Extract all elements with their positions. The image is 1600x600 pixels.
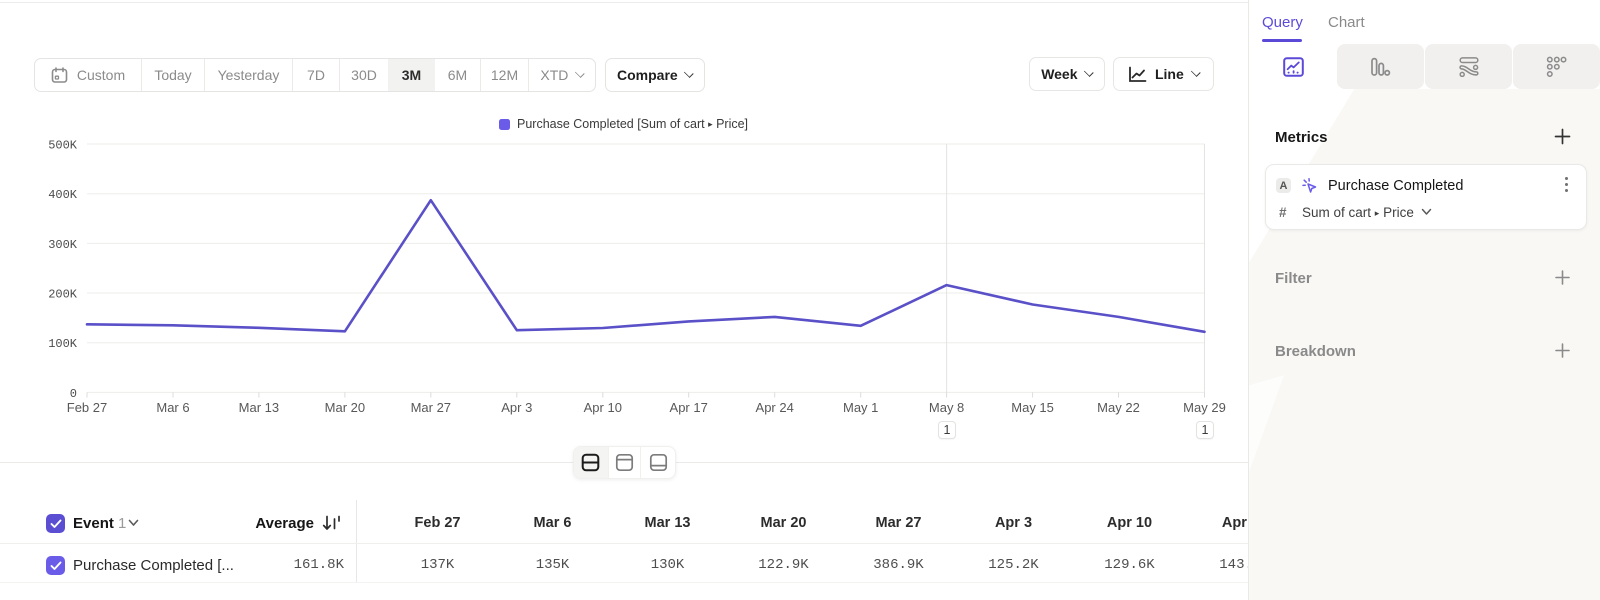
svg-text:500K: 500K [48,139,78,153]
svg-text:Apr 24: Apr 24 [756,400,794,415]
svg-text:Mar 20: Mar 20 [325,400,365,415]
svg-text:100K: 100K [48,337,78,351]
svg-text:May 15: May 15 [1011,400,1054,415]
svg-text:May 22: May 22 [1097,400,1140,415]
svg-text:May 29: May 29 [1183,400,1226,415]
svg-text:Apr 17: Apr 17 [670,400,708,415]
svg-text:Apr 3: Apr 3 [501,400,532,415]
svg-text:300K: 300K [48,238,78,252]
svg-text:May 8: May 8 [929,400,964,415]
svg-text:0: 0 [70,387,77,401]
svg-text:Mar 6: Mar 6 [156,400,189,415]
svg-text:Apr 10: Apr 10 [584,400,622,415]
svg-text:Mar 13: Mar 13 [239,400,279,415]
svg-text:Mar 27: Mar 27 [411,400,451,415]
svg-text:May 1: May 1 [843,400,878,415]
svg-text:Feb 27: Feb 27 [67,400,107,415]
svg-text:200K: 200K [48,288,78,302]
svg-text:400K: 400K [48,188,78,202]
